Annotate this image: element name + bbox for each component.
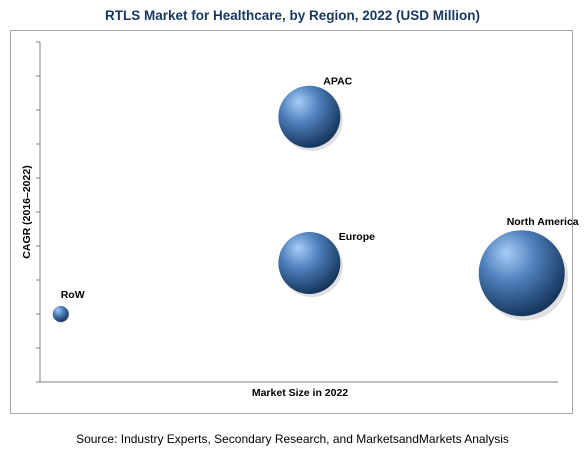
bubble-apac bbox=[278, 85, 341, 148]
bubble-europe bbox=[278, 232, 341, 294]
chart-frame bbox=[10, 30, 573, 414]
bubble-chart: APAC Europe North America RoW Market Size i… bbox=[21, 41, 579, 399]
y-axis-ticks bbox=[36, 41, 40, 383]
bubbles-group bbox=[52, 85, 569, 323]
bubble-labels-group: APAC Europe North America RoW bbox=[61, 75, 579, 301]
source-note: Source: Industry Experts, Secondary Rese… bbox=[76, 432, 509, 446]
bubble-label-europe: Europe bbox=[339, 231, 375, 243]
x-axis-label: Market Size in 2022 bbox=[252, 387, 348, 399]
bubble-label-row: RoW bbox=[61, 289, 85, 301]
bubble-label-apac: APAC bbox=[323, 75, 352, 87]
y-axis-label: CAGR (2016–2022) bbox=[21, 165, 33, 258]
chart-title: RTLS Market for Healthcare, by Region, 2… bbox=[104, 8, 481, 23]
bubble-row bbox=[52, 306, 69, 322]
bubble-label-north-america: North America bbox=[507, 216, 579, 228]
bubble-north-america bbox=[478, 230, 565, 317]
